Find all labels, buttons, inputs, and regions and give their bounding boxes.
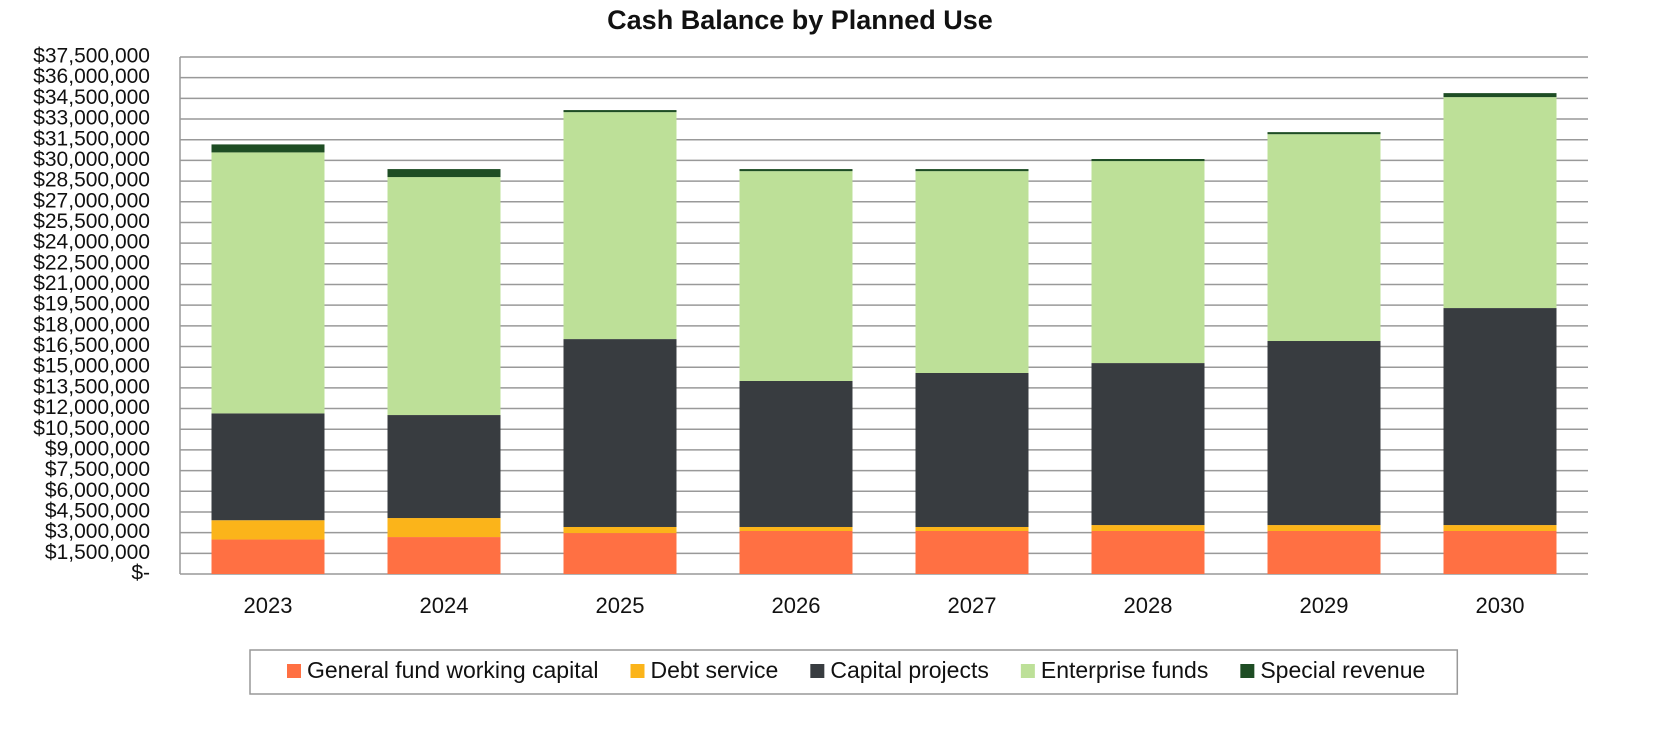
bar-segment <box>211 520 325 540</box>
legend-label: General fund working capital <box>307 657 599 683</box>
x-tick-label: 2030 <box>1476 593 1525 618</box>
y-tick-label: $16,500,000 <box>33 334 150 357</box>
bar-segment <box>1443 97 1557 309</box>
y-tick-label: $25,500,000 <box>33 210 150 233</box>
bar-segment <box>563 112 677 340</box>
legend-label: Enterprise funds <box>1041 657 1208 683</box>
bar-segment <box>563 110 677 113</box>
bar-segment <box>915 526 1029 531</box>
bar-segment <box>1267 530 1381 574</box>
legend-swatch <box>1240 664 1255 678</box>
bar-segment <box>1267 525 1381 531</box>
bar-segment <box>1267 132 1381 135</box>
y-tick-label: $21,000,000 <box>33 272 150 295</box>
y-tick-label: $34,500,000 <box>33 86 150 109</box>
bar-segment <box>739 171 853 381</box>
x-tick-label: 2027 <box>948 593 997 618</box>
bar-segment <box>915 530 1029 574</box>
y-tick-label: $- <box>131 562 150 585</box>
x-tick-label: 2028 <box>1124 593 1173 618</box>
y-tick-label: $15,000,000 <box>33 355 150 378</box>
bar-segment <box>563 339 677 527</box>
y-tick-label: $31,500,000 <box>33 127 150 150</box>
bar-segment <box>387 537 501 574</box>
bar-segment <box>915 171 1029 373</box>
bar-segment <box>563 533 677 574</box>
bar-segment <box>1091 530 1205 574</box>
x-tick-label: 2024 <box>420 593 469 618</box>
y-tick-label: $4,500,000 <box>45 500 150 523</box>
legend-swatch <box>630 664 645 678</box>
y-tick-label: $22,500,000 <box>33 251 150 274</box>
bar-segment <box>211 152 325 414</box>
legend-label: Debt service <box>651 657 779 683</box>
legend-label: Special revenue <box>1260 657 1425 683</box>
legend-swatch <box>810 664 825 678</box>
bar-segment <box>1091 159 1205 162</box>
y-tick-label: $37,500,000 <box>33 45 150 68</box>
bar-segment <box>739 526 853 531</box>
bar-segment <box>739 169 853 172</box>
bar-segment <box>387 518 501 538</box>
bar-segment <box>1443 93 1557 98</box>
y-tick-label: $27,000,000 <box>33 189 150 212</box>
bar-segment <box>387 169 501 178</box>
y-tick-label: $6,000,000 <box>45 479 150 502</box>
bar-segment <box>739 530 853 574</box>
y-tick-label: $13,500,000 <box>33 375 150 398</box>
bar-segment <box>211 413 325 521</box>
bar-segment <box>1091 161 1205 364</box>
y-tick-label: $36,000,000 <box>33 65 150 88</box>
y-tick-label: $33,000,000 <box>33 107 150 130</box>
legend-box <box>249 649 1459 695</box>
bar-segment <box>1443 308 1557 526</box>
bar-segment <box>1267 134 1381 342</box>
bar-segment <box>1267 341 1381 526</box>
y-tick-label: $9,000,000 <box>45 437 150 460</box>
y-tick-label: $12,000,000 <box>33 396 150 419</box>
bar-segment <box>1091 363 1205 526</box>
y-tick-label: $24,000,000 <box>33 231 150 254</box>
bar-segment <box>563 526 677 534</box>
y-tick-label: $30,000,000 <box>33 148 150 171</box>
bar-segment <box>387 415 501 519</box>
bar-segment <box>211 144 325 153</box>
x-tick-label: 2023 <box>244 593 293 618</box>
y-tick-label: $3,000,000 <box>45 520 150 543</box>
x-tick-label: 2026 <box>772 593 821 618</box>
bar-segment <box>1443 525 1557 531</box>
y-tick-label: $7,500,000 <box>45 458 150 481</box>
y-tick-label: $18,000,000 <box>33 313 150 336</box>
legend-swatch <box>287 664 301 678</box>
legend-swatch <box>1020 664 1035 678</box>
bar-segment <box>739 380 853 527</box>
bar-segment <box>1443 530 1557 574</box>
y-tick-label: $1,500,000 <box>45 541 150 564</box>
bar-segment <box>387 177 501 416</box>
x-tick-label: 2025 <box>596 593 645 618</box>
bar-segment <box>915 372 1029 527</box>
y-tick-label: $19,500,000 <box>33 293 150 316</box>
chart-title: Cash Balance by Planned Use <box>607 5 993 35</box>
bar-segment <box>915 169 1029 172</box>
y-tick-label: $10,500,000 <box>33 417 150 440</box>
x-tick-label: 2029 <box>1300 593 1349 618</box>
legend-label: Capital projects <box>830 657 989 683</box>
bar-segment <box>211 539 325 574</box>
y-tick-label: $28,500,000 <box>33 169 150 192</box>
bar-segment <box>1091 525 1205 531</box>
